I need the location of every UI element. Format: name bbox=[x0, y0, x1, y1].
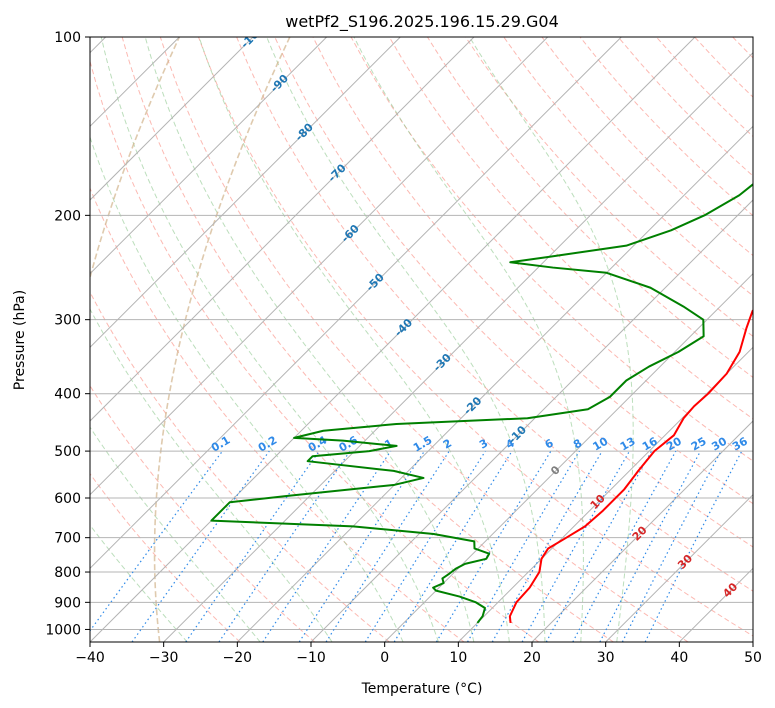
moist-adiabat-line bbox=[90, 308, 333, 642]
moist-adiabat-line bbox=[198, 37, 510, 642]
isotherm-line bbox=[90, 37, 475, 422]
y-tick-label: 500 bbox=[54, 444, 81, 460]
isotherm-line bbox=[90, 37, 328, 275]
dry-adiabat-line bbox=[274, 37, 753, 548]
y-tick-label: 700 bbox=[54, 531, 81, 547]
y-tick-label: 300 bbox=[54, 313, 81, 329]
x-axis: −40 −30 −20 −10 0 10 20 30 40 50 bbox=[75, 642, 762, 666]
mixing-ratio-line bbox=[262, 450, 392, 642]
isotherm-line bbox=[531, 420, 753, 642]
isotherm-line bbox=[163, 51, 753, 642]
moist-adiabat-line bbox=[144, 37, 475, 642]
x-tick-label: 10 bbox=[449, 650, 467, 666]
dry-adiabat-line bbox=[198, 37, 753, 637]
y-tick-label: 800 bbox=[54, 565, 81, 581]
y-tick-label: 900 bbox=[54, 595, 81, 611]
mixing-ratio-line bbox=[218, 450, 351, 642]
isotherm-line bbox=[90, 37, 622, 570]
isotherm-line bbox=[384, 272, 753, 642]
dry-adiabat-line bbox=[90, 186, 465, 642]
isotherm-line bbox=[310, 199, 753, 642]
y-axis-label: Pressure (hPa) bbox=[12, 290, 28, 390]
x-tick-label: 20 bbox=[523, 650, 541, 666]
mixing-ratio-line bbox=[435, 450, 552, 642]
sounding-series bbox=[210, 183, 753, 624]
dry-adiabat-line bbox=[90, 291, 390, 642]
moist-adiabat-line bbox=[100, 37, 439, 642]
x-tick-label: −20 bbox=[223, 650, 253, 666]
isobars bbox=[90, 37, 753, 630]
mixing-ratio-line bbox=[131, 450, 270, 642]
y-tick-label: 600 bbox=[54, 491, 81, 507]
dry-adiabat-line bbox=[121, 37, 614, 642]
mixing-ratio-line bbox=[364, 450, 486, 642]
mixing-ratio-line bbox=[393, 450, 513, 642]
thermal-wind-curve bbox=[153, 37, 291, 642]
isotherm-line bbox=[90, 37, 401, 349]
temperature-profile-line bbox=[508, 309, 753, 624]
y-tick-label: 100 bbox=[54, 30, 81, 46]
dry-adiabat-line bbox=[350, 37, 753, 462]
x-tick-label: 0 bbox=[380, 650, 389, 666]
dewpoint-profile-line bbox=[210, 183, 753, 624]
mixing-ratio-line bbox=[325, 450, 450, 642]
isotherm-line bbox=[90, 37, 254, 201]
y-tick-label: 1000 bbox=[45, 622, 81, 638]
mixing-ratio-line bbox=[572, 450, 677, 642]
x-tick-label: 40 bbox=[670, 650, 688, 666]
x-tick-label: 30 bbox=[597, 650, 615, 666]
dry-adiabat-line bbox=[159, 37, 689, 642]
x-tick-label: 50 bbox=[744, 650, 762, 666]
x-tick-label: −40 bbox=[75, 650, 105, 666]
y-tick-label: 400 bbox=[54, 387, 81, 403]
plot-frame bbox=[89, 36, 754, 643]
dry-adiabat-line bbox=[426, 37, 753, 378]
mixing-ratio-line bbox=[185, 450, 320, 642]
moist-adiabats bbox=[90, 37, 634, 642]
isotherm-line bbox=[605, 493, 753, 642]
dry-adiabat-line bbox=[90, 384, 316, 642]
moist-adiabat-line bbox=[90, 135, 404, 642]
x-axis-label: Temperature (°C) bbox=[361, 681, 483, 697]
thermal-wind-curves bbox=[90, 37, 291, 642]
moist-adiabat-line bbox=[353, 37, 584, 642]
dry-adiabat-line bbox=[90, 472, 241, 642]
dry-adiabat-line bbox=[90, 59, 540, 642]
y-tick-label: 200 bbox=[54, 208, 81, 224]
dry-adiabats bbox=[90, 37, 753, 642]
dry-adiabat-line bbox=[503, 37, 753, 297]
dry-adiabat-line bbox=[236, 37, 753, 592]
moist-adiabat-line bbox=[266, 37, 546, 642]
chart-title: wetPf2_S196.2025.196.15.29.G04 bbox=[285, 12, 559, 32]
x-tick-label: −30 bbox=[149, 650, 179, 666]
isotherm-line bbox=[90, 37, 696, 642]
mixing-ratio-line bbox=[298, 450, 425, 642]
isotherm-line bbox=[236, 125, 753, 642]
x-tick-label: −10 bbox=[296, 650, 326, 666]
mixing-ratio-line bbox=[599, 450, 702, 642]
y-axis: 100 200 300 400 500 600 700 800 900 1000 bbox=[45, 30, 90, 638]
moist-adiabat-line bbox=[90, 426, 261, 642]
isotherm-line bbox=[90, 37, 549, 496]
